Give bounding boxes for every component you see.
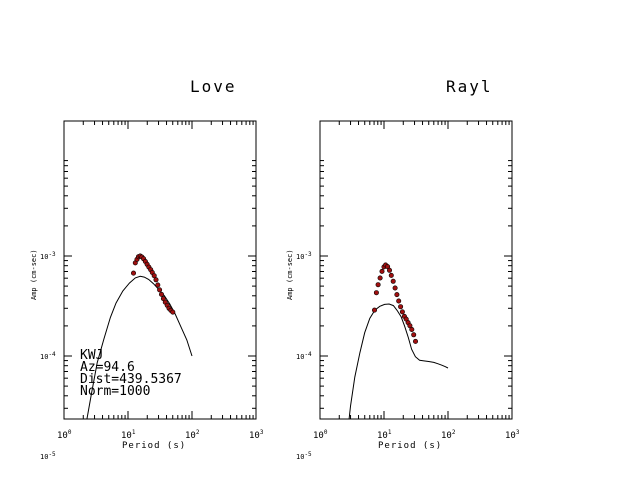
y-axis-label: Amp (cm-sec) (286, 249, 294, 300)
x-tick-label: 101 (377, 429, 392, 441)
chart-title: Love (190, 77, 237, 96)
rayleigh-panel: Rayl 100 101 102 103 10-3 10-4 10-5 Period (s) Am… (286, 77, 520, 461)
x-axis-label: Period (s) (378, 441, 442, 451)
x-tick-label: 102 (185, 429, 200, 441)
station-info-line: Dist=439.5367 (80, 372, 182, 387)
data-point (398, 304, 404, 310)
data-point (151, 273, 157, 279)
data-point (412, 338, 418, 344)
station-info-line: Norm=1000 (80, 384, 150, 399)
x-tick-label: 103 (505, 429, 520, 441)
y-tick-label: 10-3 (40, 251, 56, 261)
x-axis-ticks (319, 121, 513, 419)
x-axis-label: Period (s) (122, 441, 186, 451)
data-point (386, 267, 392, 273)
observed-markers (131, 253, 176, 315)
data-point (375, 282, 381, 288)
y-tick-label: 10-4 (296, 351, 312, 361)
y-axis-ticks (64, 160, 256, 409)
data-point (157, 287, 163, 293)
x-tick-label: 102 (441, 429, 456, 441)
y-tick-label: 10-3 (296, 251, 312, 261)
data-point (159, 291, 165, 297)
data-point (409, 326, 415, 332)
station-info-line: KWJ (80, 348, 103, 363)
data-point (153, 277, 159, 283)
y-axis-ticks (320, 160, 512, 409)
model-curve (348, 303, 449, 419)
x-tick-label: 101 (121, 429, 136, 441)
data-point (377, 275, 383, 281)
x-tick-label: 100 (57, 429, 72, 441)
x-tick-label: 103 (249, 429, 264, 441)
data-point (170, 309, 176, 315)
chart-title: Rayl (446, 77, 493, 96)
data-point (155, 282, 161, 288)
data-point (399, 309, 405, 315)
plot-frame (63, 120, 257, 420)
data-point (390, 278, 396, 284)
data-point (388, 272, 394, 278)
data-point (371, 307, 377, 313)
data-point (131, 270, 137, 276)
data-point (396, 298, 402, 304)
data-point (392, 285, 398, 291)
plot-frame (319, 120, 513, 420)
x-axis-ticks (63, 121, 257, 419)
love-panel: Love 100 101 102 103 10-3 10-4 10-5 Period (s) Am… (30, 77, 264, 461)
data-point (379, 268, 385, 274)
data-point (411, 332, 417, 338)
y-tick-label: 10-5 (296, 451, 312, 461)
data-point (373, 290, 379, 296)
y-tick-label: 10-5 (40, 451, 56, 461)
station-info-line: Az=94.6 (80, 360, 135, 375)
y-tick-label: 10-4 (40, 351, 56, 361)
y-axis-label: Amp (cm-sec) (30, 249, 38, 300)
observed-markers (371, 262, 418, 344)
x-tick-label: 100 (313, 429, 328, 441)
data-point (394, 292, 400, 298)
